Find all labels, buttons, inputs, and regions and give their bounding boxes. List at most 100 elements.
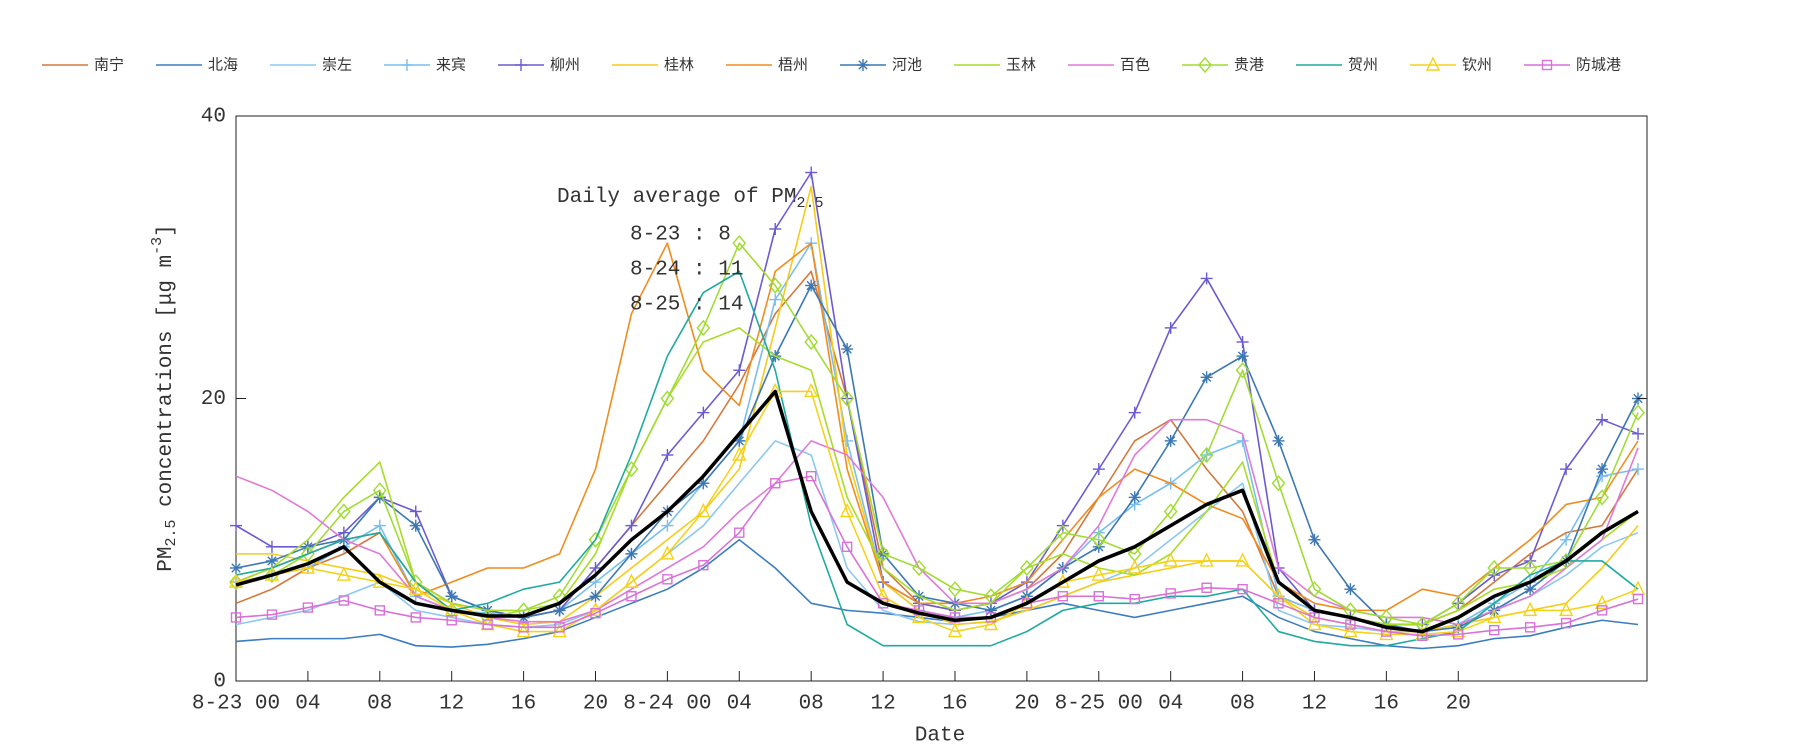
plot-area bbox=[228, 166, 1646, 650]
annotation-line: 8-25 : 14 bbox=[630, 294, 743, 317]
marker bbox=[983, 615, 999, 631]
legend-label: 百色 bbox=[1120, 56, 1150, 74]
marker bbox=[1163, 503, 1178, 520]
marker bbox=[1093, 591, 1104, 602]
average-line bbox=[235, 389, 1639, 634]
marker bbox=[734, 527, 745, 538]
marker bbox=[1129, 593, 1140, 605]
marker bbox=[769, 223, 782, 235]
series-line bbox=[235, 270, 1639, 647]
marker bbox=[876, 545, 891, 562]
marker bbox=[912, 559, 926, 577]
marker bbox=[1596, 413, 1609, 426]
marker bbox=[1631, 404, 1645, 421]
series-line bbox=[235, 538, 1639, 650]
x-tick-label: 16 bbox=[511, 693, 536, 716]
marker bbox=[1560, 533, 1573, 546]
x-tick-label: 12 bbox=[439, 693, 464, 716]
marker bbox=[733, 364, 746, 377]
y-tick-label: 0 bbox=[213, 671, 226, 694]
marker bbox=[804, 333, 819, 351]
marker bbox=[336, 503, 351, 520]
series-line bbox=[235, 418, 1639, 626]
marker bbox=[875, 587, 891, 602]
y-label-sup: -3 bbox=[149, 237, 166, 255]
marker bbox=[408, 580, 423, 595]
marker bbox=[1235, 552, 1250, 567]
marker bbox=[409, 505, 422, 518]
marker bbox=[1164, 434, 1177, 447]
marker bbox=[516, 622, 531, 638]
marker bbox=[626, 591, 637, 602]
marker bbox=[1236, 336, 1249, 348]
marker bbox=[230, 612, 242, 623]
marker bbox=[1489, 624, 1500, 636]
x-tick-label: 04 bbox=[727, 693, 752, 716]
legend-label: 崇左 bbox=[322, 56, 352, 74]
marker bbox=[589, 562, 602, 574]
marker bbox=[589, 590, 602, 603]
marker bbox=[805, 279, 818, 292]
marker bbox=[1560, 463, 1573, 476]
marker bbox=[1019, 559, 1034, 577]
legend-label: 桂林 bbox=[664, 56, 694, 74]
marker bbox=[1523, 601, 1538, 617]
marker bbox=[1451, 595, 1466, 612]
marker bbox=[553, 604, 566, 617]
marker bbox=[661, 449, 674, 461]
series-line bbox=[235, 270, 1639, 626]
y-label-part: ] bbox=[155, 224, 178, 237]
marker bbox=[660, 390, 675, 407]
marker bbox=[1307, 615, 1322, 631]
legend-label: 来宾 bbox=[436, 56, 466, 74]
x-tick-label: 12 bbox=[1302, 693, 1327, 716]
marker bbox=[1379, 625, 1394, 641]
marker bbox=[228, 573, 244, 588]
x-tick-label: 20 bbox=[583, 693, 608, 716]
x-tick-label: 8-23 00 bbox=[192, 693, 280, 716]
marker bbox=[1415, 625, 1430, 641]
x-tick-label: 16 bbox=[942, 693, 967, 716]
marker bbox=[372, 482, 387, 499]
marker bbox=[840, 502, 855, 518]
marker bbox=[1200, 272, 1213, 285]
marker bbox=[911, 608, 927, 624]
marker bbox=[374, 605, 385, 616]
marker bbox=[1558, 601, 1574, 617]
marker bbox=[1091, 531, 1106, 548]
marker bbox=[1632, 463, 1645, 476]
marker bbox=[552, 622, 567, 638]
marker bbox=[410, 612, 421, 623]
series-line bbox=[235, 284, 1639, 633]
y-label-part: μg m bbox=[155, 255, 178, 305]
y-label-part: PM bbox=[155, 547, 178, 572]
series-line bbox=[235, 390, 1639, 636]
x-tick-label: 12 bbox=[870, 693, 895, 716]
marker bbox=[1594, 594, 1610, 610]
marker bbox=[696, 502, 711, 518]
marker bbox=[1487, 559, 1502, 577]
annotation-line: 8-24 : 11 bbox=[630, 259, 743, 282]
marker bbox=[300, 559, 316, 574]
marker bbox=[1343, 622, 1358, 638]
annotation-line: 8-23 : 8 bbox=[630, 224, 731, 247]
marker bbox=[625, 519, 638, 532]
marker bbox=[554, 622, 565, 633]
marker bbox=[947, 622, 963, 638]
marker bbox=[1271, 475, 1286, 492]
marker bbox=[336, 566, 351, 581]
marker bbox=[1198, 56, 1212, 74]
marker bbox=[1199, 552, 1214, 567]
annotation-title: Daily average of PM2.5 bbox=[557, 186, 823, 212]
marker bbox=[1165, 588, 1176, 599]
marker bbox=[1596, 463, 1609, 476]
legend-label: 河池 bbox=[892, 56, 922, 74]
marker bbox=[1235, 362, 1250, 379]
legend-label: 钦州 bbox=[1462, 56, 1492, 74]
marker bbox=[804, 382, 819, 398]
marker bbox=[409, 519, 422, 532]
marker bbox=[482, 619, 493, 630]
marker bbox=[1271, 587, 1286, 602]
legend-label: 贵港 bbox=[1234, 56, 1264, 74]
